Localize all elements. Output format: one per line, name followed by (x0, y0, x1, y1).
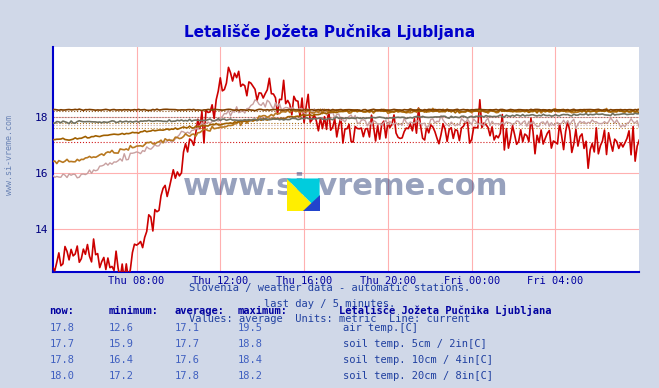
Text: 17.6: 17.6 (175, 355, 200, 365)
Text: Values: average  Units: metric  Line: current: Values: average Units: metric Line: curr… (189, 314, 470, 324)
Text: 17.8: 17.8 (49, 322, 74, 333)
Text: Letališče Jožeta Pučnika Ljubljana: Letališče Jožeta Pučnika Ljubljana (184, 24, 475, 40)
Text: Letališče Jožeta Pučnika Ljubljana: Letališče Jožeta Pučnika Ljubljana (339, 305, 552, 316)
Text: 17.1: 17.1 (175, 322, 200, 333)
Text: 18.2: 18.2 (237, 371, 262, 381)
Text: Slovenia / weather data - automatic stations.: Slovenia / weather data - automatic stat… (189, 283, 470, 293)
Text: 17.8: 17.8 (49, 355, 74, 365)
Text: maximum:: maximum: (237, 306, 287, 316)
Text: minimum:: minimum: (109, 306, 159, 316)
Text: now:: now: (49, 306, 74, 316)
Text: 17.7: 17.7 (175, 339, 200, 349)
Text: 17.2: 17.2 (109, 371, 134, 381)
Polygon shape (287, 178, 320, 211)
Text: 19.5: 19.5 (237, 322, 262, 333)
Text: www.si-vreme.com: www.si-vreme.com (183, 171, 509, 201)
Text: 18.0: 18.0 (49, 371, 74, 381)
Text: 18.4: 18.4 (237, 355, 262, 365)
Text: average:: average: (175, 306, 225, 316)
Text: air temp.[C]: air temp.[C] (343, 322, 418, 333)
Text: 12.6: 12.6 (109, 322, 134, 333)
Polygon shape (303, 195, 320, 211)
Text: 17.8: 17.8 (175, 371, 200, 381)
Text: 18.8: 18.8 (237, 339, 262, 349)
Text: soil temp. 20cm / 8in[C]: soil temp. 20cm / 8in[C] (343, 371, 493, 381)
Text: 16.4: 16.4 (109, 355, 134, 365)
Text: 17.7: 17.7 (49, 339, 74, 349)
Text: soil temp. 5cm / 2in[C]: soil temp. 5cm / 2in[C] (343, 339, 486, 349)
Text: 15.9: 15.9 (109, 339, 134, 349)
Text: www.si-vreme.com: www.si-vreme.com (5, 115, 14, 195)
Polygon shape (287, 178, 320, 211)
Text: soil temp. 10cm / 4in[C]: soil temp. 10cm / 4in[C] (343, 355, 493, 365)
Text: last day / 5 minutes.: last day / 5 minutes. (264, 299, 395, 309)
